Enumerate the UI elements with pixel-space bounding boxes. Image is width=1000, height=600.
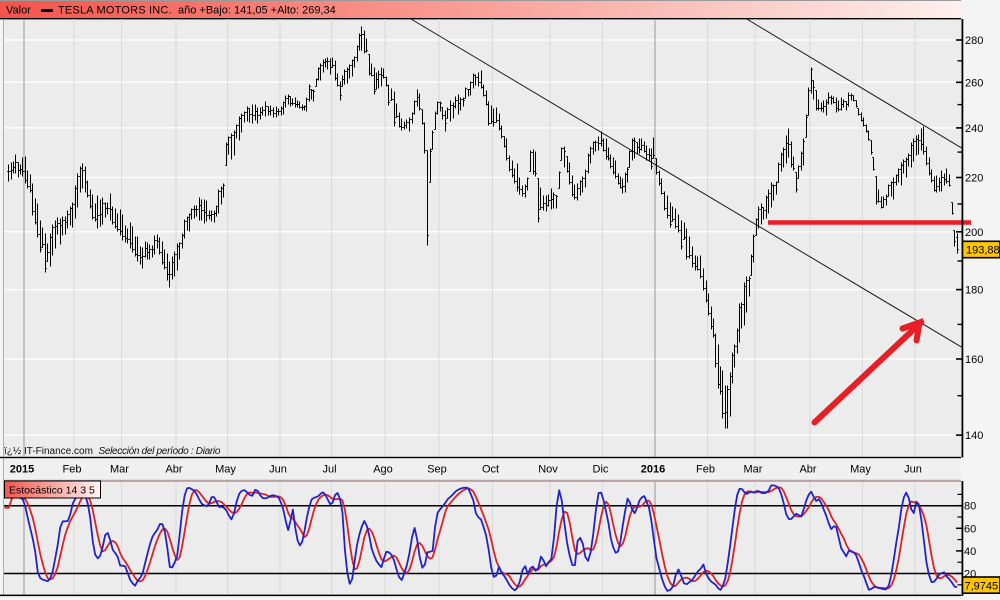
svg-text:80: 80 — [964, 501, 976, 513]
svg-text:Abr: Abr — [165, 464, 182, 476]
svg-text:160: 160 — [965, 354, 983, 366]
svg-text:Mar: Mar — [744, 464, 763, 476]
svg-text:Mar: Mar — [110, 464, 129, 476]
svg-text:Ago: Ago — [373, 464, 393, 476]
svg-text:2016: 2016 — [641, 464, 665, 476]
svg-text:Dic: Dic — [593, 464, 609, 476]
svg-text:Feb: Feb — [63, 464, 82, 476]
svg-text:260: 260 — [965, 77, 983, 89]
svg-text:TESLA MOTORS INC.: TESLA MOTORS INC. — [58, 5, 172, 17]
svg-text:220: 220 — [965, 173, 983, 185]
svg-text:240: 240 — [965, 123, 983, 135]
svg-text:7,9745: 7,9745 — [965, 580, 999, 592]
svg-text:40: 40 — [964, 546, 976, 558]
svg-text:Feb: Feb — [696, 464, 715, 476]
svg-text:ï¿½ IT-Finance.com Selección: ï¿½ IT-Finance.com Selección del período… — [4, 446, 221, 457]
svg-text:año +Bajo: 141,05 +Alto: 269,3: año +Bajo: 141,05 +Alto: 269,34 — [178, 5, 336, 17]
svg-text:Sep: Sep — [427, 464, 447, 476]
svg-text:Jul: Jul — [322, 464, 336, 476]
svg-text:180: 180 — [965, 285, 983, 297]
svg-text:Jun: Jun — [269, 464, 287, 476]
svg-text:200: 200 — [965, 227, 983, 239]
svg-text:May: May — [850, 464, 871, 476]
svg-text:Abr: Abr — [799, 464, 816, 476]
svg-text:193,88: 193,88 — [966, 245, 1000, 257]
svg-text:Valor: Valor — [6, 5, 31, 17]
svg-text:Estocástico 14 3 5: Estocástico 14 3 5 — [9, 485, 95, 497]
svg-text:140: 140 — [965, 430, 983, 442]
svg-text:2015: 2015 — [10, 464, 34, 476]
svg-text:60: 60 — [964, 523, 976, 535]
svg-text:May: May — [215, 464, 236, 476]
svg-text:Nov: Nov — [538, 464, 558, 476]
svg-text:Oct: Oct — [482, 464, 499, 476]
svg-text:280: 280 — [965, 35, 983, 47]
svg-text:Jun: Jun — [904, 464, 922, 476]
